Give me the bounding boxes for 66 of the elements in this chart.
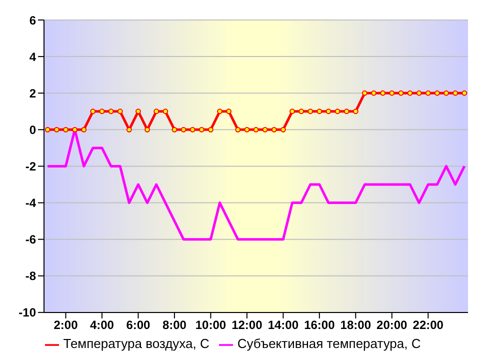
point xyxy=(452,90,458,96)
x-tick-label: 10:00 xyxy=(195,318,226,332)
point xyxy=(190,126,196,132)
point xyxy=(226,108,232,114)
point xyxy=(434,90,440,96)
point xyxy=(54,126,60,132)
point xyxy=(217,108,222,114)
point xyxy=(462,90,468,96)
point xyxy=(407,90,413,96)
point xyxy=(298,108,304,114)
point xyxy=(235,126,241,132)
y-tick-label: -10 xyxy=(18,306,36,320)
point xyxy=(244,126,250,132)
point xyxy=(271,126,277,132)
point xyxy=(72,126,78,132)
point xyxy=(208,126,214,132)
y-tick-label: 6 xyxy=(29,13,36,28)
x-tick-label: 20:00 xyxy=(376,318,408,332)
y-tick-label: -2 xyxy=(25,159,36,174)
point xyxy=(425,90,431,96)
x-tick-label: 16:00 xyxy=(304,318,336,332)
x-tick-label: 14:00 xyxy=(268,318,299,332)
point xyxy=(371,90,376,96)
x-tick-label: 2:00 xyxy=(54,318,78,332)
point xyxy=(416,90,422,96)
y-tick-label: -6 xyxy=(25,232,36,247)
point xyxy=(444,90,449,96)
point xyxy=(154,108,160,114)
point xyxy=(262,126,268,132)
point xyxy=(316,108,322,114)
legend-label: Субъективная температура, С xyxy=(237,336,421,352)
point xyxy=(162,108,168,114)
point xyxy=(344,108,350,114)
point xyxy=(108,108,114,114)
y-tick-label: 2 xyxy=(29,86,36,100)
y-tick-label: -8 xyxy=(25,269,36,284)
point xyxy=(198,126,204,132)
x-tick-label: 18:00 xyxy=(340,318,372,332)
point xyxy=(280,126,286,132)
point xyxy=(308,108,314,114)
x-tick-label: 8:00 xyxy=(162,318,187,332)
point xyxy=(334,108,340,114)
point xyxy=(398,90,404,96)
x-tick-label: 12:00 xyxy=(232,318,263,332)
point xyxy=(180,126,186,132)
y-tick-label: -4 xyxy=(25,196,36,210)
point xyxy=(117,108,123,114)
point xyxy=(44,126,50,132)
point xyxy=(326,108,332,114)
point xyxy=(389,90,395,96)
y-tick-label: 4 xyxy=(29,50,36,64)
point xyxy=(362,90,368,96)
point xyxy=(172,126,178,132)
point xyxy=(352,108,358,114)
point xyxy=(81,126,87,132)
point xyxy=(380,90,386,96)
legend-label: Температура воздуха, С xyxy=(63,336,210,352)
point xyxy=(90,108,96,114)
point xyxy=(290,108,295,114)
x-tick-label: 6:00 xyxy=(126,318,151,332)
x-tick-label: 22:00 xyxy=(412,318,444,332)
x-tick-label: 4:00 xyxy=(90,318,114,332)
point xyxy=(253,126,259,132)
point xyxy=(99,108,105,114)
point xyxy=(63,126,68,132)
y-tick-label: 0 xyxy=(29,122,36,137)
